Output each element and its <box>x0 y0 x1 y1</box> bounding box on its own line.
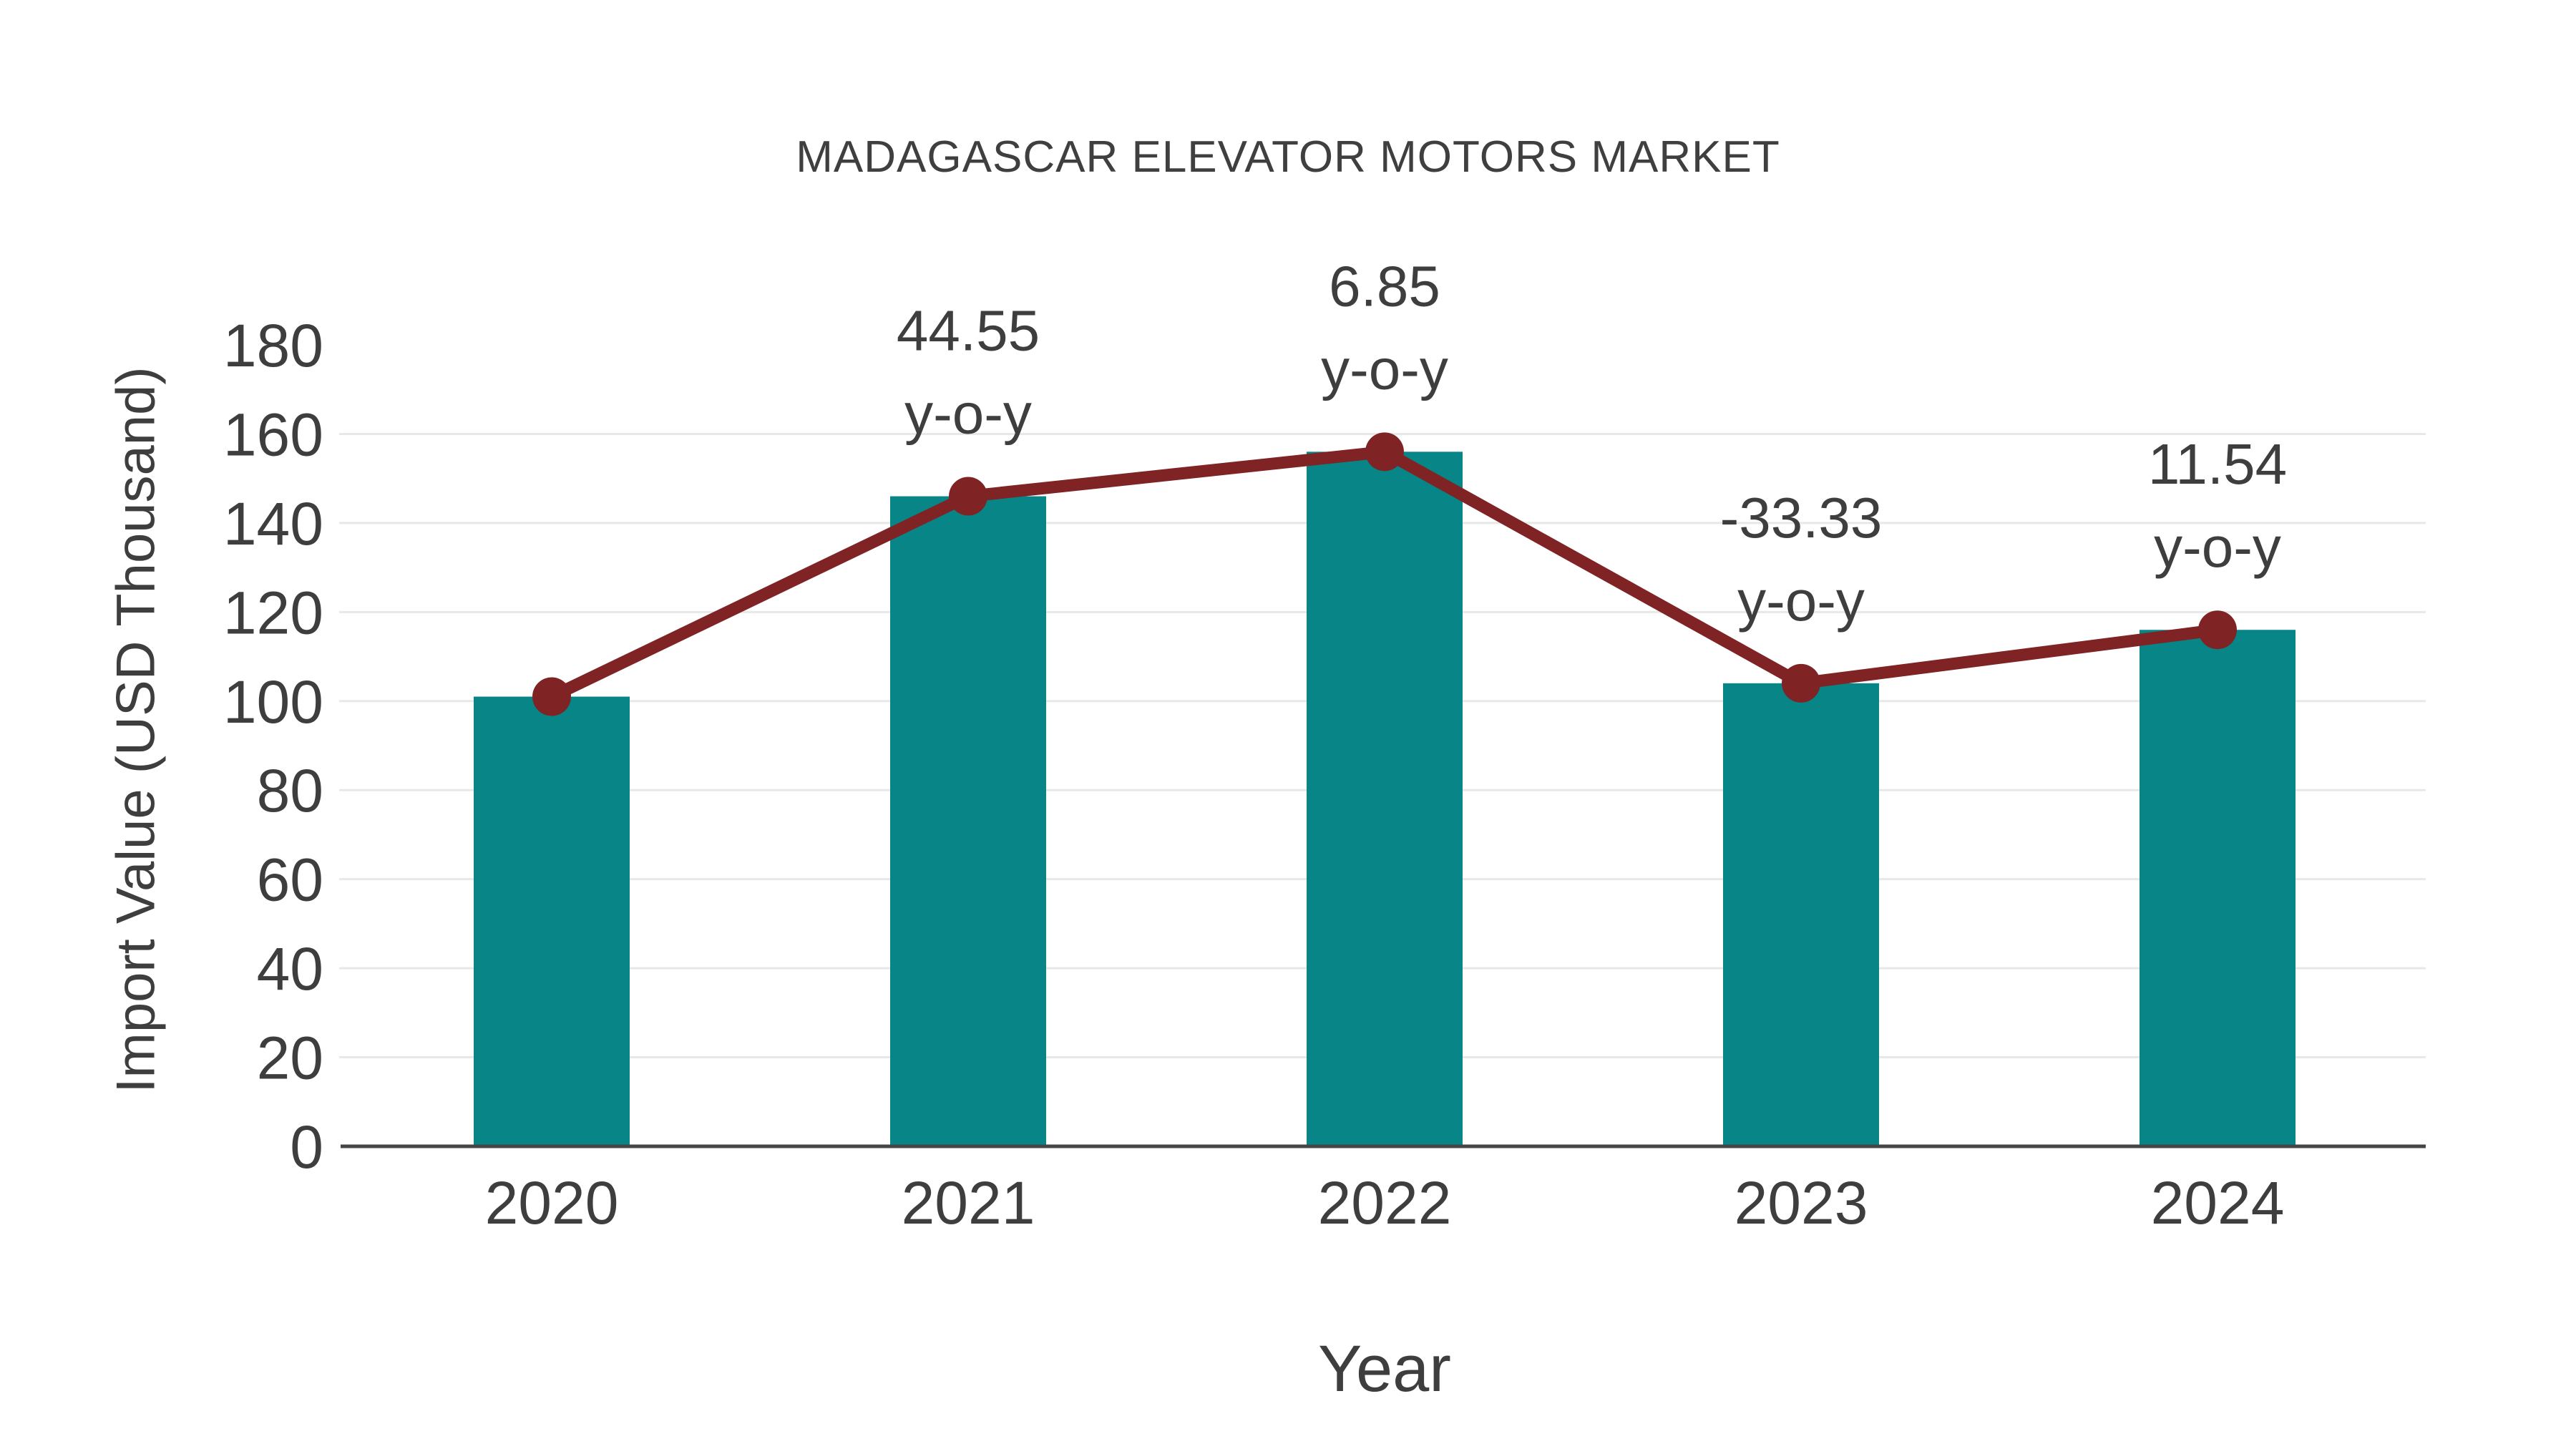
marker-2020[interactable] <box>532 677 571 716</box>
bar-2021[interactable] <box>890 496 1046 1146</box>
point-label-suffix-2022: y-o-y <box>1321 337 1448 401</box>
y-tick-label: 140 <box>223 490 323 557</box>
y-tick-label: 100 <box>223 668 323 736</box>
y-tick-label: 80 <box>257 757 323 824</box>
point-label-value-2021: 44.55 <box>897 299 1040 363</box>
x-tick-label-2023: 2023 <box>1735 1169 1868 1236</box>
bar-2020[interactable] <box>474 696 630 1146</box>
marker-2024[interactable] <box>2198 610 2237 650</box>
bar-2023[interactable] <box>1723 683 1879 1146</box>
marker-2021[interactable] <box>949 477 987 516</box>
y-tick-label: 0 <box>290 1113 323 1181</box>
marker-2022[interactable] <box>1365 432 1404 472</box>
y-tick-label: 120 <box>223 579 323 646</box>
x-tick-label-2022: 2022 <box>1318 1169 1452 1236</box>
point-label-suffix-2024: y-o-y <box>2154 515 2281 579</box>
bar-2022[interactable] <box>1307 452 1463 1146</box>
point-label-suffix-2021: y-o-y <box>904 382 1032 446</box>
y-tick-label: 40 <box>257 935 323 1002</box>
point-label-value-2024: 11.54 <box>2148 432 2287 496</box>
bar-2024[interactable] <box>2140 630 2296 1146</box>
x-tick-label-2020: 2020 <box>485 1169 619 1236</box>
x-tick-label-2024: 2024 <box>2151 1169 2285 1236</box>
point-label-value-2023: -33.33 <box>1720 486 1883 550</box>
y-tick-label: 160 <box>223 401 323 468</box>
x-axis-title: Year <box>1318 1332 1451 1405</box>
y-tick-label: 180 <box>223 312 323 379</box>
y-tick-label: 20 <box>257 1025 323 1092</box>
marker-2023[interactable] <box>1782 663 1820 703</box>
x-tick-label-2021: 2021 <box>902 1169 1035 1236</box>
chart-title: MADAGASCAR ELEVATOR MOTORS MARKET <box>796 132 1780 182</box>
y-tick-label: 60 <box>257 847 323 914</box>
point-label-suffix-2023: y-o-y <box>1737 569 1865 633</box>
point-label-value-2022: 6.85 <box>1329 254 1440 318</box>
